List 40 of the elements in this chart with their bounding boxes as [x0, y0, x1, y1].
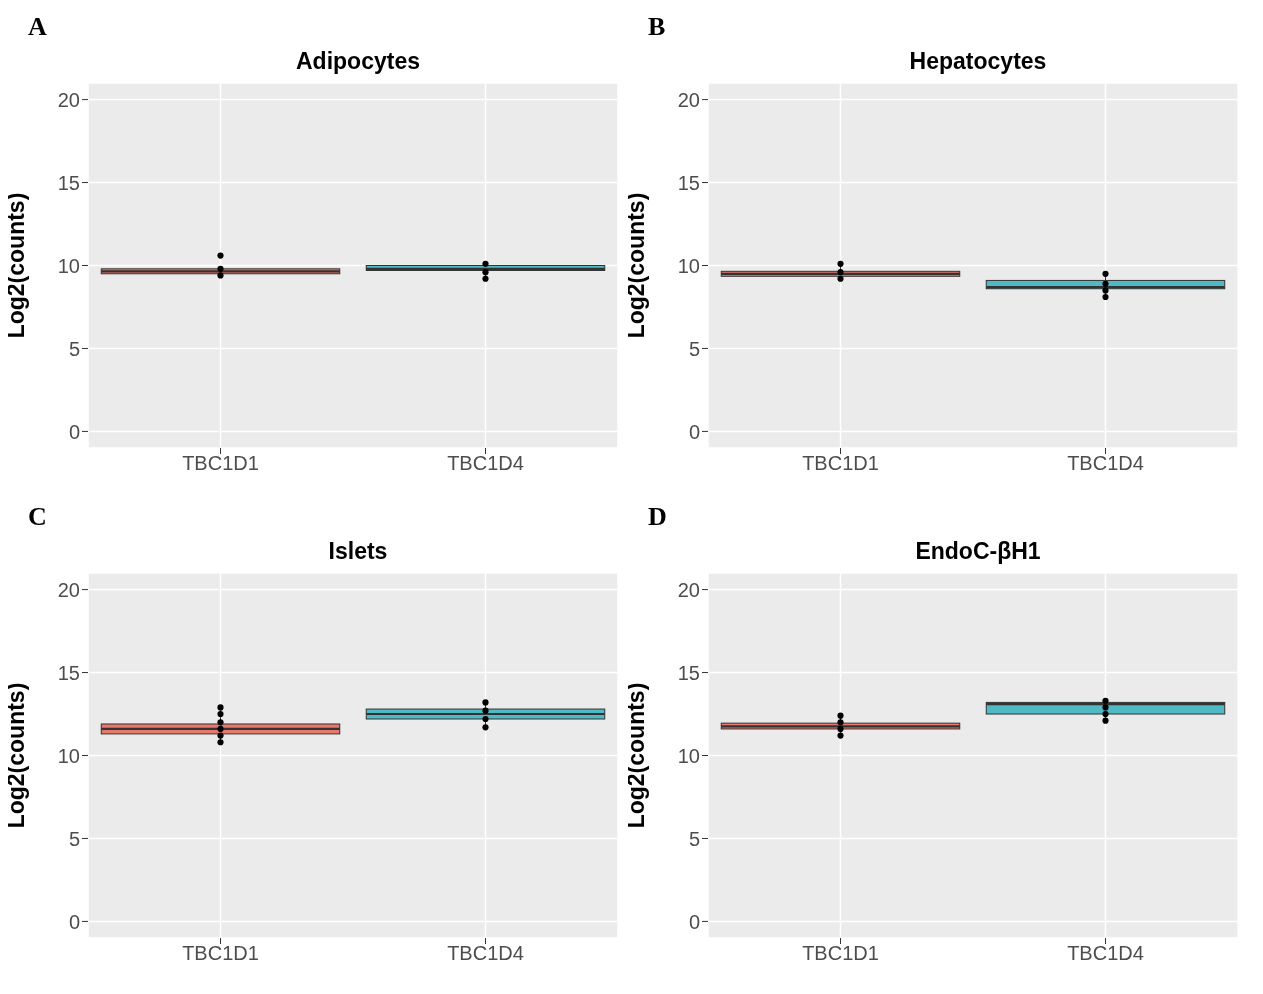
y-tick-label: 5: [688, 337, 700, 360]
text: C: [28, 502, 47, 532]
x-tick-label: TBC1D4: [1067, 452, 1144, 475]
y-tick-label: 15: [677, 661, 700, 684]
y-tick-label: 20: [677, 88, 700, 111]
y-tick-label: 0: [68, 910, 80, 933]
x-tick-label: TBC1D1: [802, 452, 879, 475]
x-tick-label: TBC1D1: [802, 942, 879, 965]
y-axis-title: Log2(counts): [623, 192, 650, 339]
x-tick-label: TBC1D4: [447, 942, 524, 965]
x-tick-label: TBC1D1: [182, 452, 259, 475]
x-tick-label: TBC1D4: [447, 452, 524, 475]
y-tick-label: 20: [57, 578, 80, 601]
y-tick-label: 15: [677, 171, 700, 194]
y-tick-label: 20: [57, 88, 80, 111]
chart-title: Adipocytes: [295, 48, 421, 75]
y-tick-label: 5: [68, 827, 80, 850]
chart-title: EndoC-βH1: [914, 538, 1042, 565]
x-tick-label: TBC1D4: [1067, 942, 1144, 965]
y-axis-title: Log2(counts): [3, 682, 30, 829]
text: A: [28, 12, 47, 42]
y-tick-label: 10: [57, 254, 80, 277]
text: D: [648, 502, 667, 532]
y-tick-label: 15: [57, 171, 80, 194]
y-tick-label: 15: [57, 661, 80, 684]
y-tick-label: 5: [688, 827, 700, 850]
y-axis-title: Log2(counts): [623, 682, 650, 829]
y-tick-label: 10: [677, 744, 700, 767]
y-tick-label: 0: [688, 910, 700, 933]
chart-title: Islets: [327, 538, 389, 565]
y-tick-label: 0: [68, 420, 80, 443]
y-tick-label: 20: [677, 578, 700, 601]
text: B: [648, 12, 666, 42]
y-tick-label: 10: [677, 254, 700, 277]
y-tick-label: 0: [688, 420, 700, 443]
y-tick-label: 5: [68, 337, 80, 360]
y-axis-title: Log2(counts): [3, 192, 30, 339]
y-tick-label: 10: [57, 744, 80, 767]
x-tick-label: TBC1D1: [182, 942, 259, 965]
chart-title: Hepatocytes: [908, 48, 1048, 75]
